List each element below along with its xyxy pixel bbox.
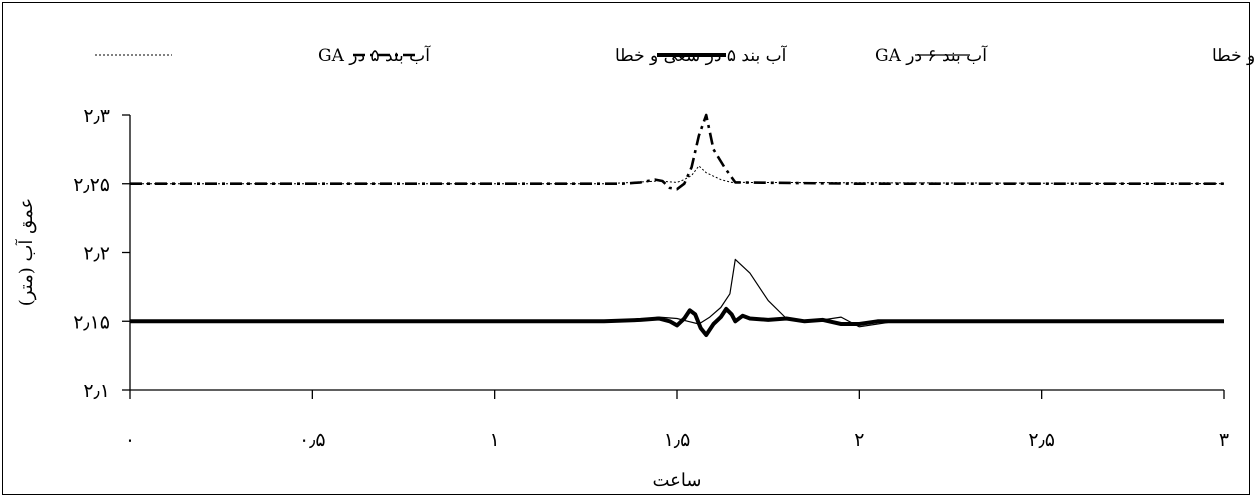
legend-label: آب بند ۶ در GA	[875, 44, 988, 66]
legend-label: آب بند ۶ در سعی و خطا	[1212, 44, 1254, 66]
series-line	[130, 258, 1224, 328]
x-tick-label: ۳	[1219, 429, 1229, 451]
x-axis-title: ساعت	[653, 470, 702, 491]
y-tick-label: ۲٫۱	[83, 380, 110, 402]
series-line	[130, 306, 1224, 337]
series-line	[130, 165, 1225, 185]
y-axis-title: عمق آب (متر)	[15, 198, 37, 307]
y-tick-label: ۲٫۳	[83, 105, 110, 127]
x-tick-label: ۰	[125, 429, 135, 451]
axes: ۲٫۱ ۲٫۱۵ ۲٫۲ ۲٫۲۵ ۲٫۳ ۰ ۰٫۵ ۱ ۱٫۵ ۲ ۲٫۵ ۳	[73, 105, 1229, 451]
series-line	[130, 113, 1224, 191]
x-tick-label: ۲	[854, 429, 864, 451]
y-tick-label: ۲٫۲۵	[73, 174, 110, 196]
legend: آب بند ۶ در سعی و خطا آب بند ۶ در GA آب بن…	[95, 44, 1254, 66]
legend-label: آب بند ۵ در GA	[318, 44, 431, 66]
y-tick-label: ۲٫۲	[83, 243, 110, 265]
series-group	[130, 113, 1225, 337]
x-tick-label: ۱٫۵	[664, 429, 691, 451]
x-tick-label: ۲٫۵	[1028, 429, 1055, 451]
legend-label: آب بند ۵ در سعی و خطا	[615, 44, 788, 66]
y-tick-label: ۲٫۱۵	[73, 311, 110, 333]
x-tick-label: ۱	[490, 429, 500, 451]
x-tick-label: ۰٫۵	[299, 429, 326, 451]
